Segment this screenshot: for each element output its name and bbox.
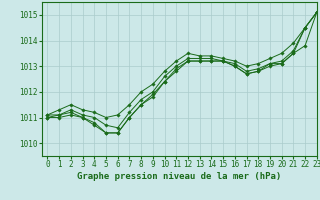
X-axis label: Graphe pression niveau de la mer (hPa): Graphe pression niveau de la mer (hPa) xyxy=(77,172,281,181)
